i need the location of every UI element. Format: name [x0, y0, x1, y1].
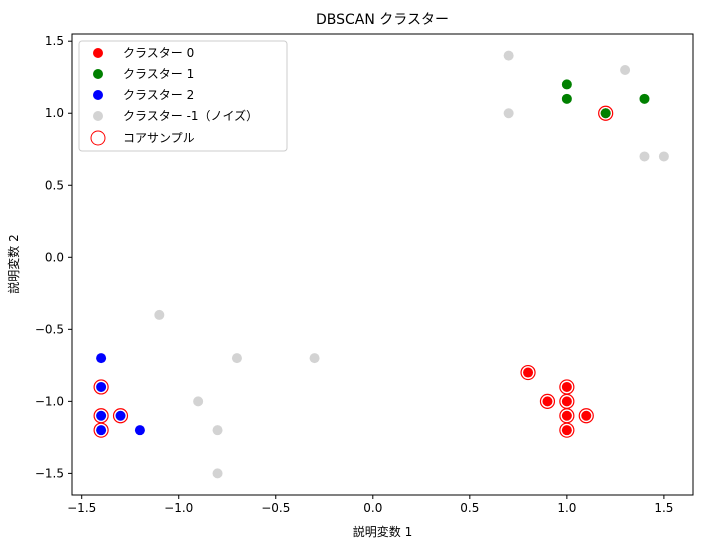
- x-tick-label: 1.0: [557, 501, 576, 515]
- core-sample-ring: [112, 408, 129, 424]
- scatter-point-0: [523, 367, 534, 378]
- scatter-point-3: [503, 108, 514, 119]
- plot-marks: [93, 50, 669, 479]
- scatter-point-3: [154, 309, 165, 320]
- x-tick-label: −1.5: [67, 501, 96, 515]
- legend-entry-core-samples: コアサンプル: [90, 130, 195, 146]
- y-axis: −1.5 −1.0 −0.5 0.0 0.5 1.0 1.5: [35, 34, 72, 480]
- scatter-point-1: [561, 93, 572, 104]
- y-axis-label: 説明変数 2: [6, 234, 21, 293]
- scatter-point-1: [639, 93, 650, 104]
- legend-label-core-samples: コアサンプル: [123, 131, 195, 145]
- x-axis-label: 説明変数 1: [353, 524, 412, 539]
- scatter-point-1: [561, 79, 572, 90]
- x-axis: −1.5 −1.0 −0.5 0.0 0.5 1.0 1.5: [67, 495, 673, 515]
- scatter-point-1: [600, 108, 611, 119]
- legend-box: [78, 40, 288, 152]
- scatter-point-3: [639, 151, 650, 162]
- y-tick-label: 0.0: [45, 250, 64, 264]
- scatter-point-2: [96, 381, 107, 392]
- scatter-point-2: [96, 425, 107, 436]
- y-tick-label: −0.5: [35, 322, 64, 336]
- core-sample-ring: [93, 379, 109, 395]
- legend-marker-cluster-0: [93, 48, 103, 58]
- scatter-point-0: [561, 425, 572, 436]
- legend-entry-cluster-0: クラスター 0: [93, 46, 194, 60]
- y-tick-label: −1.0: [35, 394, 64, 408]
- scatter-point-0: [581, 410, 592, 421]
- y-tick-label: 1.0: [45, 106, 64, 120]
- x-tick-label: 0.0: [363, 501, 382, 515]
- scatter-point-3: [193, 396, 204, 407]
- scatter-point-3: [620, 65, 631, 76]
- x-tick-label: 1.5: [654, 501, 673, 515]
- core-sample-ring: [93, 422, 109, 438]
- scatter-point-2: [96, 410, 107, 421]
- legend-label-noise: クラスター -1（ノイズ）: [123, 108, 258, 123]
- y-tick-label: 0.5: [45, 178, 64, 192]
- scatter-point-2: [134, 425, 145, 436]
- scatter-point-0: [561, 410, 572, 421]
- legend-marker-core-samples: [90, 130, 106, 146]
- legend-label-cluster-0: クラスター 0: [123, 46, 194, 60]
- x-tick-label: −1.0: [164, 501, 193, 515]
- plot-frame: [71, 33, 694, 496]
- scatter-point-2: [115, 410, 126, 421]
- core-sample-ring: [539, 393, 556, 409]
- legend-entry-noise: クラスター -1（ノイズ）: [93, 108, 258, 123]
- legend: クラスター 0 クラスター 1 クラスター 2 クラスター -1（ノイズ） コア…: [78, 40, 288, 152]
- legend-marker-cluster-1: [93, 69, 103, 79]
- chart-title: DBSCAN クラスター: [316, 12, 449, 28]
- scatter-point-3: [503, 50, 514, 61]
- legend-label-cluster-1: クラスター 1: [123, 67, 194, 81]
- scatter-point-3: [231, 353, 242, 364]
- core-sample-ring: [598, 105, 614, 121]
- y-tick-label: −1.5: [35, 466, 64, 480]
- scatter-point-0: [561, 381, 572, 392]
- legend-entry-cluster-1: クラスター 1: [93, 67, 194, 81]
- legend-marker-cluster-2: [93, 90, 103, 100]
- legend-label-cluster-2: クラスター 2: [123, 88, 194, 102]
- scatter-point-0: [542, 396, 553, 407]
- core-sample-ring: [578, 408, 594, 424]
- core-sample-ring: [559, 422, 575, 438]
- y-tick-label: 1.5: [45, 34, 64, 48]
- core-sample-ring: [520, 364, 536, 381]
- x-tick-label: −0.5: [261, 501, 290, 515]
- x-tick-label: 0.5: [460, 501, 479, 515]
- legend-entry-cluster-2: クラスター 2: [93, 88, 194, 102]
- scatter-point-3: [212, 468, 223, 479]
- scatter-point-3: [309, 353, 320, 364]
- scatter-point-3: [658, 151, 669, 162]
- scatter-point-0: [561, 396, 572, 407]
- scatter-point-3: [212, 425, 223, 436]
- legend-marker-noise: [93, 111, 103, 121]
- scatter-point-2: [96, 353, 107, 364]
